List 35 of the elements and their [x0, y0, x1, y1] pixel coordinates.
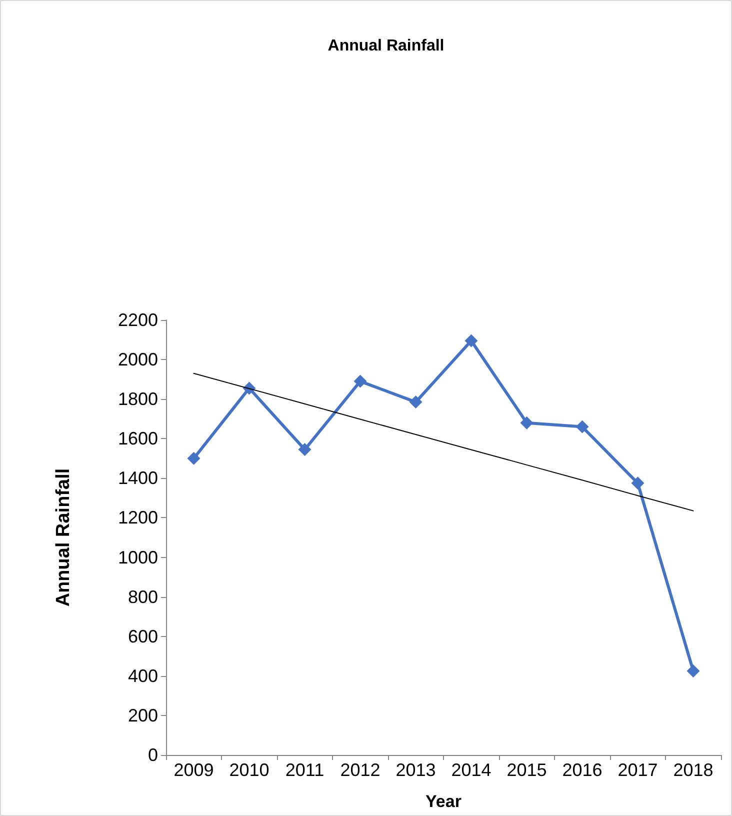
x-axis-title: Year	[426, 792, 462, 811]
point	[187, 452, 200, 465]
point	[298, 443, 312, 456]
x-tick-label: 2018	[673, 760, 714, 780]
x-tick-label: 2011	[285, 760, 324, 780]
y-tick-label: 2000	[118, 350, 158, 370]
y-tick-label: 200	[128, 705, 158, 726]
x-tick-label: 2010	[229, 760, 270, 780]
point	[520, 416, 534, 430]
point	[576, 420, 589, 434]
point	[631, 476, 644, 490]
x-tick-label: 2016	[562, 760, 602, 780]
x-tick-label: 2014	[451, 760, 492, 780]
chart-title: Annual Rainfall	[328, 38, 444, 54]
x-tick-label: 2009	[174, 760, 214, 780]
point	[409, 396, 422, 409]
y-tick-label: 1800	[118, 389, 158, 410]
x-tick-label: 2015	[506, 760, 547, 780]
y-tick-label: 400	[128, 666, 158, 686]
y-tick-label: 800	[128, 586, 158, 607]
y-tick-label: 1400	[118, 468, 158, 488]
y-tick-label: 0	[148, 745, 158, 765]
y-tick-label: 1200	[118, 508, 158, 528]
point	[354, 374, 367, 388]
point	[464, 334, 478, 348]
y-tick-label: 2200	[118, 310, 158, 330]
y-tick-label: 1000	[118, 547, 158, 568]
y-axis-title: Annual Rainfall	[53, 468, 74, 607]
line-series	[193, 372, 694, 512]
y-tick-label: 600	[128, 626, 158, 646]
x-tick-label: 2013	[396, 760, 436, 780]
x-tick-label: 2012	[340, 760, 380, 780]
point	[686, 664, 700, 678]
x-tick-label: 2017	[618, 760, 658, 780]
y-tick-label: 1600	[118, 428, 158, 449]
